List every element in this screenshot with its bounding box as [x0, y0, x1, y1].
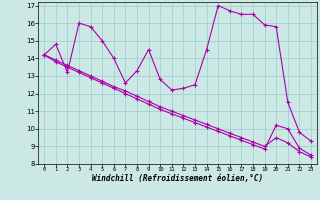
X-axis label: Windchill (Refroidissement éolien,°C): Windchill (Refroidissement éolien,°C) — [92, 174, 263, 183]
